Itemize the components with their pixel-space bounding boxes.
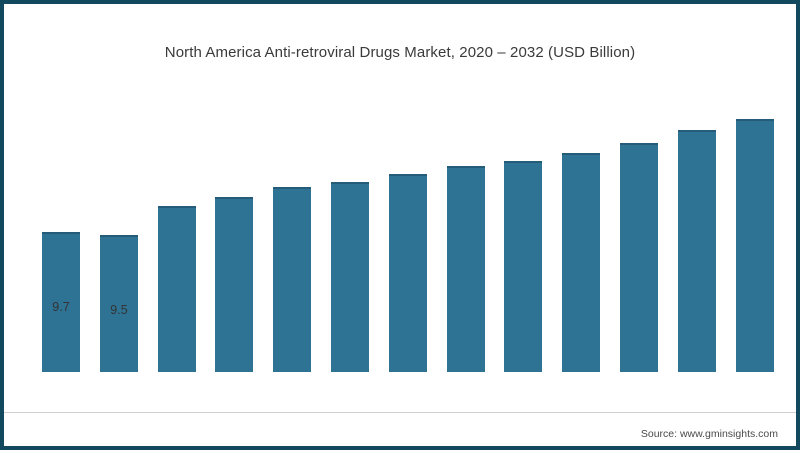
bar-rect-2032[interactable] [736, 119, 774, 372]
bar-2031[interactable] [678, 4, 716, 372]
bar-rect-2021[interactable] [100, 235, 138, 372]
plot-area: 9.720209.5202120222023202420252026202720… [34, 94, 774, 372]
bar-2020[interactable] [42, 4, 80, 372]
bar-rect-2026[interactable] [389, 174, 427, 372]
data-label-2021: 9.5 [110, 303, 128, 317]
bar-rect-2024[interactable] [273, 187, 311, 372]
bar-rect-2028[interactable] [504, 161, 542, 372]
bar-2022[interactable] [158, 4, 196, 372]
bar-rect-2022[interactable] [158, 206, 196, 372]
bar-rect-2030[interactable] [620, 143, 658, 372]
bar-rect-2025[interactable] [331, 182, 369, 372]
bar-rect-2027[interactable] [447, 166, 485, 372]
data-label-2020: 9.7 [52, 300, 70, 314]
bar-2024[interactable] [273, 4, 311, 372]
bar-2028[interactable] [504, 4, 542, 372]
footer-divider [4, 412, 796, 413]
bar-2032[interactable] [736, 4, 774, 372]
bar-2021[interactable] [100, 4, 138, 372]
bar-2023[interactable] [215, 4, 253, 372]
bar-rect-2031[interactable] [678, 130, 716, 372]
bar-rect-2029[interactable] [562, 153, 600, 372]
chart-title: North America Anti-retroviral Drugs Mark… [164, 44, 636, 61]
bar-2026[interactable] [389, 4, 427, 372]
bar-2029[interactable] [562, 4, 600, 372]
chart-canvas: North America Anti-retroviral Drugs Mark… [4, 4, 796, 446]
source-note: Source: www.gminsights.com [640, 428, 778, 440]
bar-2025[interactable] [331, 4, 369, 372]
bar-rect-2020[interactable] [42, 232, 80, 372]
bar-2027[interactable] [447, 4, 485, 372]
bar-2030[interactable] [620, 4, 658, 372]
bar-rect-2023[interactable] [215, 197, 253, 372]
